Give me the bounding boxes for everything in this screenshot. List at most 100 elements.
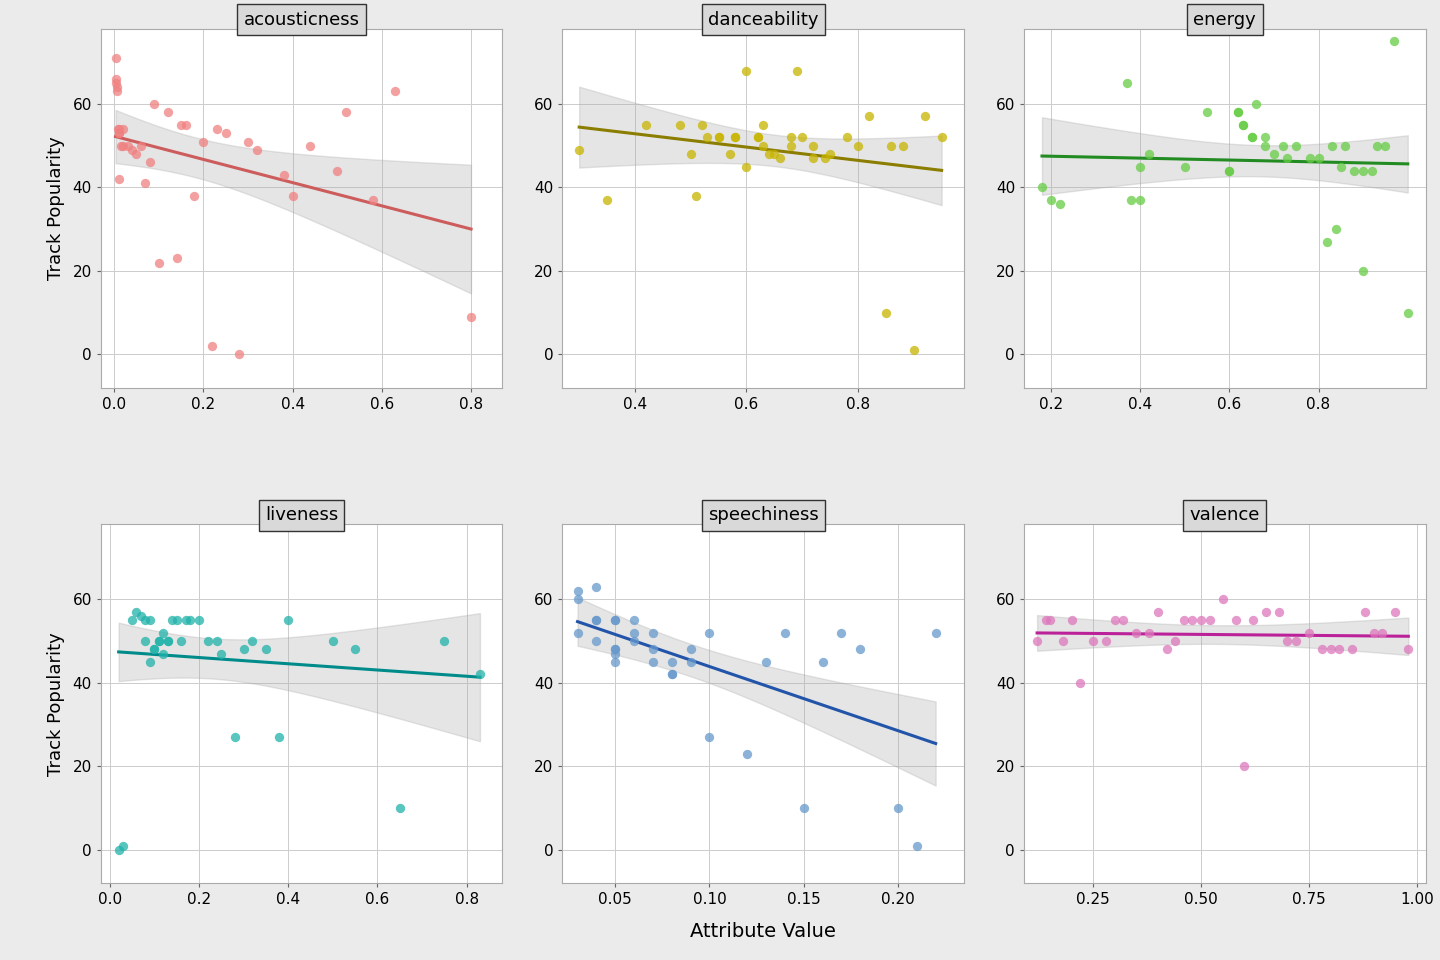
Point [785, 62, 808, 78]
Point [847, 138, 870, 154]
Point [245, 142, 268, 157]
Point [134, 176, 157, 191]
Point [791, 130, 814, 145]
Point [1038, 612, 1061, 628]
Point [107, 172, 130, 187]
Point [1244, 96, 1267, 111]
Point [1328, 641, 1351, 657]
Point [1138, 146, 1161, 161]
Point [1120, 192, 1143, 207]
Point [223, 730, 246, 745]
Point [1284, 138, 1308, 154]
Point [200, 338, 223, 353]
Point [109, 138, 132, 154]
Point [858, 108, 881, 124]
Point [1297, 151, 1320, 166]
Point [848, 641, 871, 657]
Point [183, 188, 206, 204]
Point [138, 612, 161, 628]
Point [107, 126, 130, 141]
Point [1361, 163, 1384, 179]
Point [661, 667, 684, 683]
Point [151, 625, 174, 640]
Point [1224, 612, 1247, 628]
Point [130, 138, 153, 154]
Point [802, 138, 825, 154]
Point [1174, 158, 1197, 174]
Point [1164, 634, 1187, 649]
Point [603, 641, 626, 657]
Point [1031, 180, 1054, 195]
Point [196, 634, 219, 649]
Point [1263, 146, 1286, 161]
Point [1048, 197, 1071, 212]
Point [661, 667, 684, 683]
Point [174, 117, 197, 132]
Point [1218, 163, 1241, 179]
Point [1103, 612, 1126, 628]
Point [887, 801, 910, 816]
Point [566, 584, 589, 599]
Point [156, 634, 179, 649]
Point [1198, 612, 1221, 628]
Point [1034, 612, 1057, 628]
Text: energy: energy [1194, 11, 1256, 29]
Text: valence: valence [1189, 506, 1260, 524]
Point [1060, 612, 1083, 628]
Point [1081, 634, 1104, 649]
Point [1276, 151, 1299, 166]
Point [707, 130, 730, 145]
Point [268, 730, 291, 745]
Point [1068, 675, 1092, 690]
Point [1284, 634, 1308, 649]
Point [874, 305, 897, 321]
Point [1352, 263, 1375, 278]
Point [179, 612, 202, 628]
Point [596, 192, 619, 207]
Point [138, 655, 161, 670]
Point [107, 121, 130, 136]
Point [117, 138, 140, 154]
Point [1172, 612, 1195, 628]
Point [192, 133, 215, 149]
Point [147, 255, 170, 271]
Point [1276, 634, 1299, 649]
Point [603, 655, 626, 670]
Point [680, 641, 703, 657]
Point [906, 838, 929, 853]
Point [1310, 641, 1333, 657]
Point [566, 625, 589, 640]
Point [1325, 222, 1348, 237]
Point [104, 50, 127, 65]
Point [724, 130, 747, 145]
Point [1129, 158, 1152, 174]
Point [829, 625, 852, 640]
Point [130, 609, 153, 624]
Point [156, 105, 179, 120]
Point [1253, 130, 1276, 145]
Point [1146, 604, 1169, 619]
Point [468, 667, 491, 683]
Point [1254, 604, 1277, 619]
Point [1352, 163, 1375, 179]
Point [1308, 151, 1331, 166]
Point [361, 192, 384, 207]
Point [752, 117, 775, 132]
Point [698, 625, 721, 640]
Point [1040, 192, 1063, 207]
Point [1253, 138, 1276, 154]
Point [752, 138, 775, 154]
Point [134, 612, 157, 628]
Point [300, 138, 323, 154]
Point [1231, 117, 1254, 132]
Point [1115, 76, 1138, 91]
Point [1211, 591, 1234, 607]
Point [661, 655, 684, 670]
Point [736, 746, 759, 761]
Point [459, 309, 482, 324]
Point [1384, 604, 1407, 619]
Point [755, 655, 778, 670]
Point [1365, 138, 1388, 154]
Point [125, 146, 148, 161]
Point [924, 625, 948, 640]
